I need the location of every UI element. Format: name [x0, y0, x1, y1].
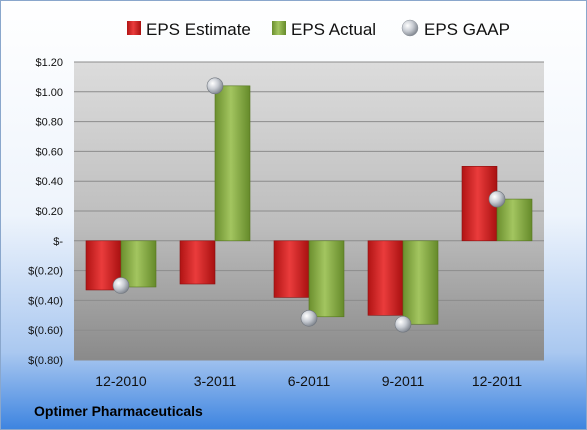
y-tick-label: $(0.80) [28, 355, 63, 367]
x-category-label: 12-2011 [472, 373, 523, 389]
y-tick-label: $0.40 [35, 176, 63, 188]
bars [85, 85, 533, 325]
legend-label-eps-gaap: EPS GAAP [424, 20, 510, 39]
y-tick-label: $0.80 [35, 117, 63, 129]
gaap-markers [112, 77, 506, 333]
x-category-label: 12-2010 [95, 373, 147, 389]
bar-eps-actual [496, 198, 533, 242]
legend: EPS Estimate EPS Actual EPS GAAP [127, 19, 510, 39]
bar-eps-actual [214, 85, 251, 242]
x-category-label: 9-2011 [382, 373, 425, 389]
legend-label-eps-estimate: EPS Estimate [146, 20, 251, 39]
y-tick-label: $(0.60) [28, 325, 63, 337]
legend-swatch-eps-estimate [127, 21, 141, 35]
y-tick-label: $(0.20) [28, 266, 63, 278]
y-tick-label: $1.20 [35, 57, 63, 69]
bar-eps-actual [402, 240, 439, 325]
legend-label-eps-actual: EPS Actual [291, 20, 376, 39]
x-category-label: 3-2011 [194, 373, 237, 389]
y-tick-label: $- [53, 236, 63, 248]
y-tick-label: $0.20 [35, 206, 63, 218]
y-tick-label: $0.60 [35, 146, 63, 158]
bar-eps-estimate [367, 240, 404, 316]
bar-eps-estimate [179, 240, 216, 285]
company-name: Optimer Pharmaceuticals [34, 403, 203, 419]
y-axis-tick-labels: $1.20 $1.00 $0.80 $0.60 $0.40 $0.20 $- $(0.20) $… [28, 57, 63, 367]
marker-eps-gaap [488, 190, 506, 208]
marker-eps-gaap [112, 277, 130, 294]
x-axis-category-labels: 12-2010 3-2011 6-2011 9-2011 12-2011 [95, 373, 522, 389]
marker-eps-gaap [394, 315, 412, 333]
y-tick-label: $1.00 [35, 87, 63, 99]
legend-swatch-eps-gaap [401, 19, 419, 37]
marker-eps-gaap [300, 309, 318, 327]
legend-swatch-eps-actual [272, 21, 286, 35]
marker-eps-gaap [206, 77, 224, 95]
bar-eps-estimate [273, 240, 310, 298]
x-category-label: 6-2011 [288, 373, 331, 389]
y-tick-label: $(0.40) [28, 295, 63, 307]
bar-eps-actual [120, 240, 157, 288]
bar-eps-actual [308, 240, 345, 318]
